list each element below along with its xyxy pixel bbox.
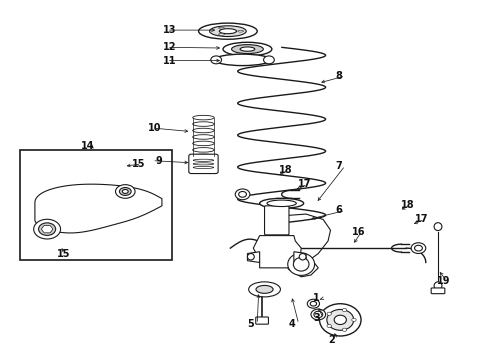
Ellipse shape [314,311,323,318]
Ellipse shape [260,198,304,208]
Ellipse shape [434,282,442,290]
Polygon shape [253,235,301,268]
Ellipse shape [264,56,274,64]
Ellipse shape [327,324,331,328]
Ellipse shape [193,163,214,165]
Ellipse shape [235,189,250,200]
Ellipse shape [239,192,246,197]
FancyBboxPatch shape [265,206,289,235]
Ellipse shape [238,30,244,32]
Text: 15: 15 [132,159,145,169]
Text: 18: 18 [279,165,293,175]
Ellipse shape [334,315,346,324]
FancyBboxPatch shape [189,154,218,174]
Polygon shape [277,214,331,277]
Ellipse shape [232,45,263,54]
Ellipse shape [343,328,347,331]
Text: 16: 16 [351,227,365,237]
Ellipse shape [343,309,347,312]
Ellipse shape [193,122,214,126]
Ellipse shape [122,189,128,193]
Ellipse shape [248,282,280,297]
Ellipse shape [193,159,214,161]
Ellipse shape [210,26,246,37]
Ellipse shape [240,47,255,51]
Text: 17: 17 [415,215,429,224]
Ellipse shape [220,29,237,34]
Polygon shape [294,252,306,262]
Text: 9: 9 [155,156,162,166]
Text: 15: 15 [57,248,71,258]
Ellipse shape [411,243,426,253]
Ellipse shape [311,309,326,320]
Text: 18: 18 [401,200,415,210]
Bar [20,150,172,260]
Text: 5: 5 [247,319,254,329]
Ellipse shape [299,253,306,260]
Text: 2: 2 [328,334,335,345]
Ellipse shape [223,42,272,56]
Ellipse shape [267,200,296,207]
Text: 6: 6 [335,206,342,216]
Text: 13: 13 [163,25,176,35]
Ellipse shape [211,56,221,64]
Text: 10: 10 [148,123,162,133]
Text: 1: 1 [314,293,320,303]
Ellipse shape [219,27,224,29]
Ellipse shape [307,299,319,308]
Ellipse shape [39,223,56,235]
Ellipse shape [327,310,354,330]
Ellipse shape [319,304,361,336]
Ellipse shape [116,185,135,198]
Text: 11: 11 [163,55,176,66]
Text: 17: 17 [298,179,311,189]
Polygon shape [35,184,162,233]
Text: 4: 4 [289,319,296,329]
Text: 19: 19 [437,276,450,286]
Ellipse shape [352,318,356,321]
Ellipse shape [120,188,131,195]
Ellipse shape [294,257,309,271]
FancyBboxPatch shape [256,317,269,324]
Ellipse shape [34,219,61,239]
Ellipse shape [193,154,214,159]
Polygon shape [41,225,53,233]
FancyBboxPatch shape [431,288,445,294]
Ellipse shape [193,141,214,146]
Ellipse shape [327,312,331,315]
Ellipse shape [415,245,422,251]
Ellipse shape [219,33,224,35]
Ellipse shape [215,54,270,66]
Ellipse shape [193,166,214,168]
Ellipse shape [193,135,214,139]
Ellipse shape [43,226,51,232]
Ellipse shape [193,148,214,152]
Ellipse shape [193,128,214,133]
Ellipse shape [198,23,257,39]
Text: 3: 3 [314,313,320,323]
Text: 7: 7 [335,161,342,171]
Text: 14: 14 [81,141,95,151]
Ellipse shape [193,115,214,120]
Ellipse shape [259,319,266,322]
Ellipse shape [247,253,254,260]
Polygon shape [247,252,260,262]
Ellipse shape [434,223,442,230]
Ellipse shape [256,285,273,293]
Text: 8: 8 [335,71,343,81]
Ellipse shape [288,253,315,275]
Text: 12: 12 [163,42,176,52]
Ellipse shape [310,301,317,306]
